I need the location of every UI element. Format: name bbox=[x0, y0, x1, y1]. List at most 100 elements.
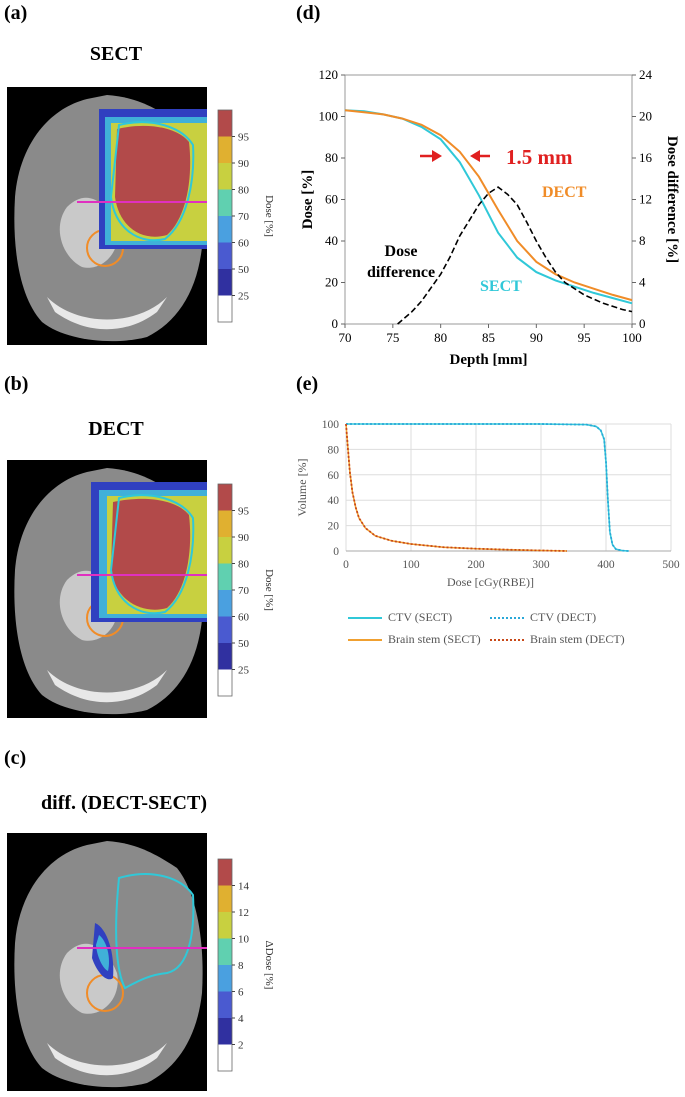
y2-tick-label: 4 bbox=[639, 275, 646, 290]
colorbar-tick-label: 80 bbox=[238, 185, 250, 197]
x-tick-label: 200 bbox=[467, 559, 485, 571]
legend-swatch-brain-sect bbox=[348, 638, 382, 641]
colorbar-tick-label: 8 bbox=[238, 960, 244, 972]
y2-tick-label: 20 bbox=[639, 109, 652, 124]
colorbar-segment bbox=[218, 269, 232, 296]
colorbar-segment bbox=[218, 912, 232, 939]
colorbar-segment bbox=[218, 991, 232, 1018]
x-tick-label: 100 bbox=[622, 330, 642, 345]
colorbar-segment bbox=[218, 859, 232, 886]
y2-axis-label: Dose difference [%] bbox=[664, 136, 680, 263]
annotation-dect: DECT bbox=[542, 184, 587, 201]
y-axis-label: Dose [%] bbox=[300, 170, 316, 230]
annotation-sect: SECT bbox=[480, 278, 522, 295]
series-line-ctv-sect- bbox=[346, 423, 629, 552]
y-tick-label: 20 bbox=[325, 275, 338, 290]
legend-swatch-brain-dect bbox=[490, 638, 524, 641]
x-tick-label: 75 bbox=[386, 330, 399, 345]
colorbar-tick-label: 14 bbox=[238, 881, 250, 893]
colorbar-tick-label: 2 bbox=[238, 1040, 244, 1052]
dvh-legend: CTV (SECT) CTV (DECT) Brain stem (SECT) … bbox=[348, 604, 678, 654]
y-tick-label: 40 bbox=[325, 233, 338, 248]
colorbar-tick-label: 60 bbox=[238, 238, 250, 250]
y-tick-label: 80 bbox=[325, 150, 338, 165]
y2-tick-label: 24 bbox=[639, 67, 653, 82]
colorbar-segment bbox=[218, 136, 232, 163]
y2-tick-label: 8 bbox=[639, 233, 646, 248]
colorbar-segment bbox=[218, 510, 232, 537]
panel-label-e: (e) bbox=[296, 373, 319, 395]
y-tick-label: 40 bbox=[328, 495, 340, 507]
y2-tick-label: 12 bbox=[639, 192, 652, 207]
dvh-chart: 0 100 200 300 400 500 0 20 40 60 80 100 Dose [cGy(RB… bbox=[295, 419, 680, 589]
annotation-dose-difference-1: Dose bbox=[385, 243, 418, 260]
colorbar-segment bbox=[218, 669, 232, 696]
legend-swatch-ctv-sect bbox=[348, 616, 382, 619]
colorbar-tick-label: 95 bbox=[238, 506, 250, 518]
colorbar-segment bbox=[218, 295, 232, 322]
y2-tick-label: 16 bbox=[639, 150, 653, 165]
colorbar-segment bbox=[218, 885, 232, 912]
colorbar-tick-label: 50 bbox=[238, 264, 250, 276]
y-tick-label: 0 bbox=[332, 316, 339, 331]
colorbar-segment bbox=[218, 110, 232, 137]
y2-tick-label: 0 bbox=[639, 316, 646, 331]
x-tick-label: 300 bbox=[532, 559, 550, 571]
colorbar-segment bbox=[218, 242, 232, 269]
x-tick-label: 85 bbox=[482, 330, 495, 345]
annotation-dose-difference-2: difference bbox=[367, 264, 435, 281]
legend-item-ctv-sect: CTV (SECT) bbox=[348, 610, 452, 625]
colorbar-tick-label: 25 bbox=[238, 665, 250, 677]
y-tick-label: 0 bbox=[333, 546, 339, 558]
colorbar-tick-label: 70 bbox=[238, 585, 250, 597]
x-axis-label: Dose [cGy(RBE)] bbox=[447, 575, 534, 589]
colorbar-tick-label: 12 bbox=[238, 907, 249, 919]
panel-label-b: (b) bbox=[4, 373, 29, 395]
colorbar-segment bbox=[218, 484, 232, 511]
legend-label-brain-sect: Brain stem (SECT) bbox=[388, 632, 481, 646]
ct-image-sect bbox=[7, 87, 207, 345]
legend-item-ctv-dect: CTV (DECT) bbox=[490, 610, 596, 625]
ct-image-dect bbox=[7, 460, 207, 718]
y-tick-label: 80 bbox=[328, 444, 340, 456]
series-line-dect bbox=[344, 109, 633, 302]
colorbar-segment bbox=[218, 189, 232, 216]
series-line-dose-difference bbox=[397, 186, 633, 325]
x-axis-label: Depth [mm] bbox=[450, 352, 528, 368]
legend-item-brain-sect: Brain stem (SECT) bbox=[348, 632, 481, 647]
colorbar-segment bbox=[218, 938, 232, 965]
panel-title-c: diff. (DECT-SECT) bbox=[41, 792, 207, 814]
series-line-brain-stem-sect- bbox=[345, 423, 568, 552]
series-line-brain-stem-dect- bbox=[345, 423, 568, 552]
x-tick-label: 0 bbox=[343, 559, 349, 571]
y-tick-label: 60 bbox=[328, 470, 340, 482]
colorbar-tick-label: 60 bbox=[238, 612, 250, 624]
colorbar-tick-label: 6 bbox=[238, 987, 244, 999]
legend-item-brain-dect: Brain stem (DECT) bbox=[490, 632, 625, 647]
legend-label-ctv-dect: CTV (DECT) bbox=[530, 610, 597, 624]
colorbar-label: Dose [%] bbox=[263, 195, 275, 237]
y-axis-label: Volume [%] bbox=[295, 458, 309, 516]
depth-dose-chart: 70 75 80 85 90 95 1000204060801001200481216202… bbox=[300, 67, 680, 368]
y-tick-label: 100 bbox=[322, 419, 340, 431]
panel-label-c: (c) bbox=[4, 747, 27, 769]
panel-title-b: DECT bbox=[88, 418, 144, 440]
panel-title-a: SECT bbox=[89, 43, 143, 65]
y-tick-label: 20 bbox=[328, 521, 340, 533]
series-line-ctv-dect- bbox=[346, 423, 629, 552]
x-tick-label: 95 bbox=[578, 330, 591, 345]
colorbar-segment bbox=[218, 590, 232, 617]
colorbar-segment bbox=[218, 537, 232, 564]
colorbar-tick-label: 90 bbox=[238, 532, 250, 544]
colorbar-tick-label: 10 bbox=[238, 934, 250, 946]
colorbar-tick-label: 50 bbox=[238, 638, 250, 650]
x-tick-label: 100 bbox=[402, 559, 420, 571]
x-tick-label: 70 bbox=[339, 330, 352, 345]
colorbar-dose-diff: 14 12 10 8 6 4 2 ΔDose [%] bbox=[217, 858, 275, 1072]
colorbar-segment bbox=[218, 216, 232, 243]
colorbar-tick-label: 4 bbox=[238, 1013, 244, 1025]
colorbar-segment bbox=[218, 563, 232, 590]
red-arrow-left bbox=[420, 150, 442, 162]
colorbar-tick-label: 90 bbox=[238, 158, 250, 170]
x-tick-label: 500 bbox=[662, 559, 680, 571]
